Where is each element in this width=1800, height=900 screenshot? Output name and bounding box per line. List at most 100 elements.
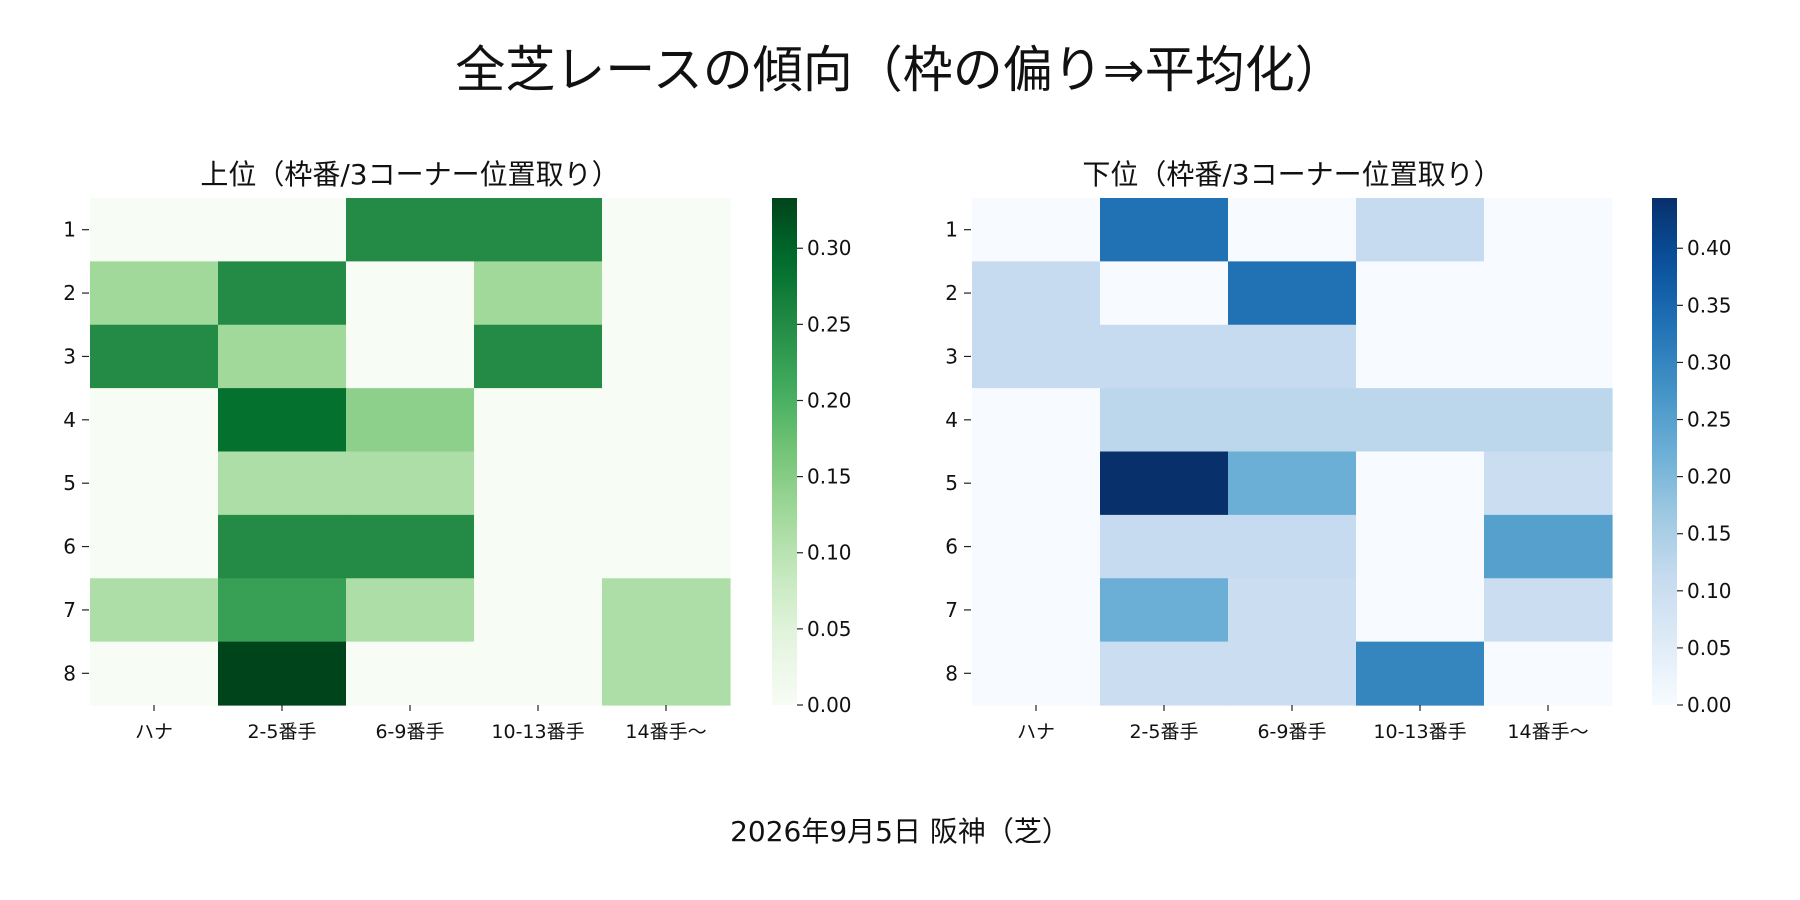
y-tick-label: 5 bbox=[63, 471, 76, 495]
heatmap-cell bbox=[218, 451, 347, 516]
heatmap-cell bbox=[474, 198, 603, 262]
y-tick-label: 5 bbox=[945, 471, 958, 495]
heatmap-cell bbox=[1484, 198, 1613, 262]
heatmap-cell bbox=[218, 578, 347, 643]
heatmap-cell bbox=[1484, 578, 1613, 643]
x-tick-label: ハナ bbox=[1017, 721, 1055, 743]
colorbar-tick-label: 0.00 bbox=[807, 693, 852, 717]
colorbar-tick-label: 0.30 bbox=[1687, 350, 1732, 374]
heatmap-cell bbox=[1228, 261, 1357, 326]
panel-title: 下位（枠番/3コーナー位置取り） bbox=[1082, 158, 1501, 191]
heatmap-panel-2: 下位（枠番/3コーナー位置取り） 1 2 3 4 5 6 7 8 ハナ 2-5番手 6-9番手 10-1… bbox=[945, 158, 1731, 743]
heatmap-cell bbox=[1100, 451, 1229, 516]
heatmap-cell bbox=[1356, 324, 1485, 389]
y-tick-label: 4 bbox=[945, 408, 958, 432]
y-tick-label: 3 bbox=[945, 344, 958, 368]
heatmap-cell bbox=[1100, 514, 1229, 579]
y-tick-label: 8 bbox=[63, 661, 76, 685]
heatmap-cell bbox=[972, 514, 1101, 579]
heatmap-cell bbox=[346, 641, 475, 706]
heatmap-cell bbox=[1100, 578, 1229, 643]
heatmap-cell bbox=[474, 514, 603, 579]
y-tick-label: 1 bbox=[63, 218, 76, 242]
heatmap-cell bbox=[1356, 261, 1485, 326]
y-tick-label: 7 bbox=[945, 598, 958, 622]
colorbar-tick-label: 0.20 bbox=[1687, 465, 1732, 489]
colorbar-tick-label: 0.30 bbox=[807, 236, 852, 260]
heatmap-cell bbox=[346, 388, 475, 453]
heatmap-cell bbox=[1484, 261, 1613, 326]
heatmap-cell bbox=[90, 641, 219, 706]
heatmap-cell bbox=[218, 514, 347, 579]
heatmap-cell bbox=[1356, 198, 1485, 262]
heatmap-cell bbox=[1228, 578, 1357, 643]
x-tick-label: 10-13番手 bbox=[491, 721, 584, 743]
y-tick-label: 2 bbox=[63, 281, 76, 305]
heatmap-cell bbox=[1356, 578, 1485, 643]
y-tick-label: 7 bbox=[63, 598, 76, 622]
heatmap-cell bbox=[602, 388, 731, 453]
heatmap-cell bbox=[474, 641, 603, 706]
x-tick-label: 14番手〜 bbox=[1507, 721, 1588, 743]
heatmap-cell bbox=[474, 261, 603, 326]
heatmap-cell bbox=[474, 388, 603, 453]
heatmap-cell bbox=[346, 261, 475, 326]
x-tick-label: 6-9番手 bbox=[375, 721, 444, 743]
y-tick-label: 8 bbox=[945, 661, 958, 685]
colorbar-tick-label: 0.25 bbox=[807, 312, 852, 336]
y-tick-label: 1 bbox=[945, 218, 958, 242]
heatmap-cell bbox=[1484, 324, 1613, 389]
heatmap-cell bbox=[1356, 641, 1485, 706]
heatmap-cell bbox=[1100, 324, 1229, 389]
colorbar bbox=[772, 198, 797, 705]
y-tick-label: 6 bbox=[945, 535, 958, 559]
x-tick-label: ハナ bbox=[135, 721, 173, 743]
heatmap-cell bbox=[1100, 261, 1229, 326]
heatmap-cell bbox=[90, 261, 219, 326]
heatmap-cell bbox=[1100, 198, 1229, 262]
y-tick-label: 2 bbox=[945, 281, 958, 305]
heatmap-cell bbox=[1356, 451, 1485, 516]
heatmap-cell bbox=[90, 388, 219, 453]
heatmap-cell bbox=[90, 578, 219, 643]
heatmap-cell bbox=[1228, 324, 1357, 389]
heatmap-cell bbox=[602, 641, 731, 706]
y-tick-label: 4 bbox=[63, 408, 76, 432]
heatmap-cell bbox=[972, 261, 1101, 326]
heatmap-cell bbox=[346, 451, 475, 516]
heatmap-cell bbox=[602, 451, 731, 516]
heatmap-cell bbox=[1228, 388, 1357, 453]
heatmap-cell bbox=[474, 451, 603, 516]
heatmap-cell bbox=[972, 451, 1101, 516]
colorbar-tick-label: 0.10 bbox=[807, 541, 852, 565]
heatmap-cell bbox=[346, 198, 475, 262]
heatmap-cell bbox=[1484, 451, 1613, 516]
colorbar-tick-label: 0.15 bbox=[1687, 522, 1732, 546]
heatmap-cell bbox=[346, 578, 475, 643]
x-tick-label: 2-5番手 bbox=[247, 721, 316, 743]
y-tick-label: 6 bbox=[63, 535, 76, 559]
heatmap-cell bbox=[1100, 641, 1229, 706]
colorbar-tick-label: 0.05 bbox=[807, 617, 852, 641]
heatmap-cell bbox=[1228, 198, 1357, 262]
heatmap-cell bbox=[1228, 514, 1357, 579]
colorbar bbox=[1652, 198, 1677, 705]
heatmap-cell bbox=[1356, 388, 1485, 453]
colorbar-tick-label: 0.15 bbox=[807, 465, 852, 489]
heatmap-cell bbox=[90, 451, 219, 516]
x-tick-label: 10-13番手 bbox=[1373, 721, 1466, 743]
heatmap-cell bbox=[1484, 514, 1613, 579]
heatmap-cell bbox=[218, 198, 347, 262]
heatmap-cell bbox=[972, 198, 1101, 262]
heatmap-cell bbox=[602, 198, 731, 262]
heatmap-cell bbox=[90, 514, 219, 579]
x-tick-label: 2-5番手 bbox=[1129, 721, 1198, 743]
heatmap-panel-1: 上位（枠番/3コーナー位置取り） 1 2 3 4 5 6 7 8 ハナ 2-5番手 6-9番手 10-1… bbox=[63, 158, 851, 743]
colorbar-tick-label: 0.00 bbox=[1687, 693, 1732, 717]
heatmap-cell bbox=[474, 324, 603, 389]
heatmap-cell bbox=[218, 261, 347, 326]
colorbar-tick-label: 0.25 bbox=[1687, 408, 1732, 432]
heatmap-cell bbox=[90, 198, 219, 262]
heatmap-cell bbox=[972, 388, 1101, 453]
